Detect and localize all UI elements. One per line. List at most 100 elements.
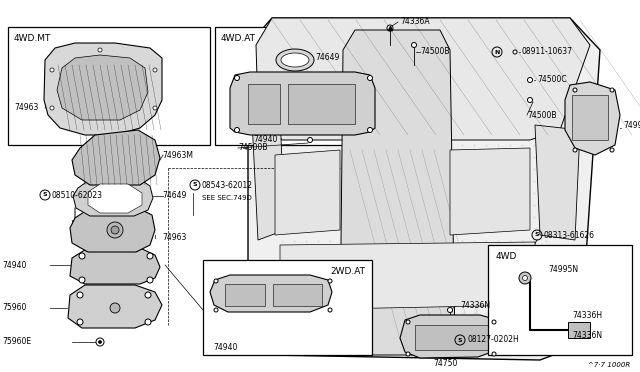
Circle shape [573,148,577,152]
Text: 08911-10637: 08911-10637 [522,48,573,57]
Text: 08510-62023: 08510-62023 [52,190,103,199]
Circle shape [145,319,151,325]
Text: S: S [193,183,197,187]
Circle shape [214,279,218,283]
Polygon shape [44,43,162,135]
Polygon shape [72,130,160,185]
Text: 74649: 74649 [162,192,186,201]
Circle shape [96,338,104,346]
Circle shape [147,277,153,283]
Text: 4WD: 4WD [496,252,517,261]
Circle shape [573,88,577,92]
Text: 2WD.AT: 2WD.AT [330,267,365,276]
Circle shape [153,106,157,110]
Text: 74940: 74940 [2,260,26,269]
Circle shape [107,222,123,238]
Circle shape [447,308,452,312]
Text: 74336A: 74336A [400,17,429,26]
Polygon shape [400,315,502,358]
Polygon shape [273,284,322,306]
Polygon shape [280,242,535,310]
Text: 74336N: 74336N [460,301,490,310]
Circle shape [234,128,239,132]
Circle shape [527,77,532,83]
Circle shape [79,277,85,283]
Circle shape [522,276,527,280]
Text: 74995N: 74995N [548,266,578,275]
Polygon shape [248,18,600,360]
Text: 74996M: 74996M [623,121,640,129]
Polygon shape [510,260,540,278]
Polygon shape [340,30,455,355]
Ellipse shape [281,53,309,67]
Text: ^7·7 1000R: ^7·7 1000R [588,362,630,368]
Circle shape [98,48,102,52]
Polygon shape [88,184,142,213]
Polygon shape [70,248,160,284]
Circle shape [214,308,218,312]
Polygon shape [415,325,488,350]
Circle shape [77,292,83,298]
Circle shape [367,76,372,80]
Polygon shape [450,148,530,235]
Text: 74500C: 74500C [537,76,566,84]
Circle shape [492,320,496,324]
Text: 74336N: 74336N [572,330,602,340]
Text: S: S [43,192,47,198]
Text: 74963: 74963 [162,234,186,243]
Circle shape [110,303,120,313]
Text: 74940: 74940 [253,135,277,144]
Text: 08313-61626: 08313-61626 [544,231,595,240]
Text: 4WD.AT: 4WD.AT [221,34,256,43]
Circle shape [328,279,332,283]
Polygon shape [252,115,285,240]
Text: 74963: 74963 [14,103,38,112]
Polygon shape [535,125,580,240]
Polygon shape [288,84,355,124]
Text: S: S [458,337,462,343]
Polygon shape [256,18,590,140]
Text: 75960E: 75960E [2,337,31,346]
Polygon shape [225,284,265,306]
Text: S: S [534,232,540,237]
Circle shape [50,106,54,110]
Polygon shape [572,95,608,140]
Text: 74500B: 74500B [420,48,449,57]
Circle shape [99,340,102,343]
Text: SEE SEC.749D: SEE SEC.749D [202,195,252,201]
Text: 75960: 75960 [2,304,26,312]
Circle shape [50,68,54,72]
Circle shape [387,25,393,31]
Circle shape [307,138,312,142]
Circle shape [406,352,410,356]
Text: 08543-62012: 08543-62012 [202,180,253,189]
Circle shape [527,97,532,103]
Text: 74649: 74649 [315,52,339,61]
Text: N: N [494,49,500,55]
Circle shape [234,76,239,80]
Polygon shape [568,322,590,338]
Circle shape [153,68,157,72]
Circle shape [111,226,119,234]
Polygon shape [248,84,280,124]
Polygon shape [230,72,375,135]
Circle shape [610,88,614,92]
Bar [8,27,210,145]
Polygon shape [70,208,155,252]
Polygon shape [57,55,148,120]
Polygon shape [68,285,162,328]
Ellipse shape [276,49,314,71]
Text: 74336H: 74336H [572,311,602,320]
Text: 4WD.MT: 4WD.MT [14,34,51,43]
Circle shape [406,320,410,324]
Bar [488,245,632,355]
Circle shape [513,50,517,54]
Circle shape [79,253,85,259]
Circle shape [610,148,614,152]
Text: 08127-0202H: 08127-0202H [467,336,519,344]
Circle shape [519,272,531,284]
Circle shape [492,352,496,356]
Polygon shape [73,178,153,216]
Polygon shape [565,82,620,155]
Text: 74940: 74940 [213,343,237,353]
